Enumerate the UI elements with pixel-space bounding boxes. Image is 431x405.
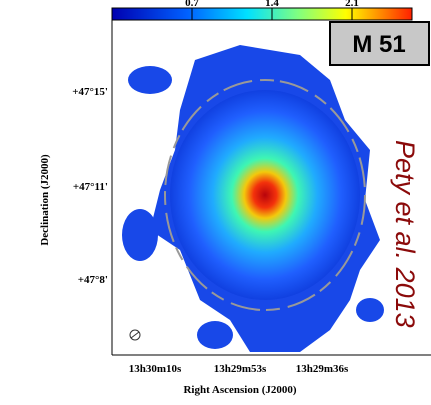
beam-hatch bbox=[131, 332, 139, 338]
reference: Pety et al. 2013 bbox=[390, 140, 420, 328]
x-tick-label: 13h29m53s bbox=[214, 363, 267, 375]
x-tick-label: 13h30m10s bbox=[129, 363, 182, 375]
object-label: M 51 bbox=[352, 31, 405, 58]
y-tick-label: +47°8' bbox=[78, 274, 108, 286]
x-tick-label: 13h29m36s bbox=[296, 363, 349, 375]
y-tick-label: +47°11' bbox=[73, 181, 108, 193]
colorbar-label: 0.7 bbox=[185, 0, 199, 9]
figure: 0.7 1.4 2.1 +47°15' +47°11' +47°8' 13h30… bbox=[0, 0, 431, 405]
y-axis-label: Declination (J2000) bbox=[39, 154, 51, 246]
colorbar-label: 1.4 bbox=[265, 0, 279, 9]
galaxy-map bbox=[122, 45, 384, 352]
y-tick-label: +47°15' bbox=[72, 86, 108, 98]
colorbar bbox=[112, 8, 412, 20]
colorbar-label: 2.1 bbox=[345, 0, 359, 9]
x-axis-label: Right Ascension (J2000) bbox=[183, 384, 296, 396]
